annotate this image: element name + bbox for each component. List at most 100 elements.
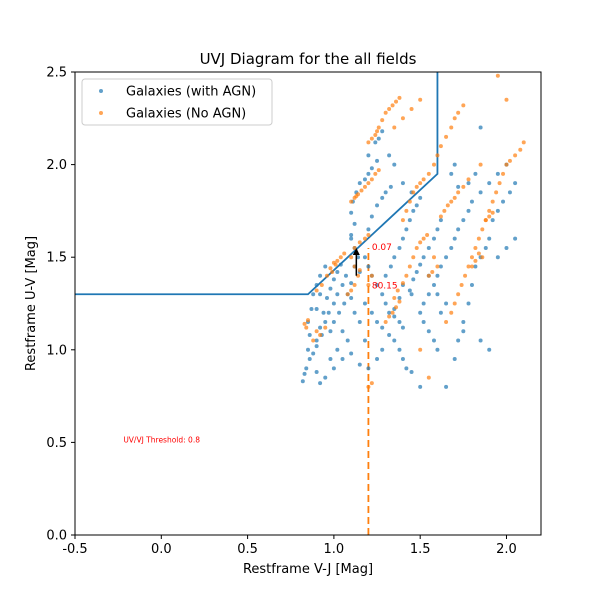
point-with-agn: [483, 245, 488, 250]
point-with-agn: [426, 329, 431, 334]
point-with-agn: [373, 140, 378, 145]
point-no-agn: [394, 305, 399, 310]
point-no-agn: [435, 264, 440, 269]
point-with-agn: [388, 184, 393, 189]
legend-marker-with-agn: [99, 89, 103, 93]
point-with-agn: [435, 273, 440, 278]
point-no-agn: [400, 116, 405, 121]
point-no-agn: [338, 255, 343, 260]
y-tick-label: 2.5: [46, 66, 67, 81]
point-with-agn: [438, 264, 443, 269]
point-no-agn: [390, 103, 395, 108]
point-no-agn: [304, 325, 309, 330]
point-no-agn: [476, 236, 481, 241]
point-with-agn: [495, 255, 500, 260]
y-tick-label: 2.0: [46, 158, 67, 173]
point-with-agn: [345, 338, 350, 343]
point-with-agn: [387, 153, 392, 158]
point-with-agn: [314, 344, 319, 349]
point-with-agn: [495, 171, 500, 176]
point-with-agn: [323, 320, 328, 325]
point-no-agn: [521, 140, 526, 145]
point-with-agn: [375, 203, 380, 208]
point-with-agn: [380, 347, 385, 352]
point-no-agn: [366, 384, 371, 389]
point-with-agn: [435, 227, 440, 232]
point-no-agn: [366, 232, 371, 237]
point-with-agn: [318, 273, 323, 278]
point-with-agn: [407, 288, 412, 293]
point-no-agn: [335, 258, 340, 263]
point-no-agn: [373, 171, 378, 176]
point-with-agn: [404, 366, 409, 371]
point-no-agn: [383, 110, 388, 115]
point-with-agn: [438, 310, 443, 315]
point-with-agn: [504, 245, 509, 250]
point-no-agn: [373, 132, 378, 137]
point-no-agn: [435, 153, 440, 158]
point-with-agn: [380, 292, 385, 297]
point-with-agn: [388, 264, 393, 269]
point-with-agn: [409, 370, 414, 375]
point-no-agn: [449, 310, 454, 315]
point-no-agn: [387, 314, 392, 319]
point-with-agn: [435, 292, 440, 297]
point-with-agn: [407, 218, 412, 223]
point-no-agn: [473, 245, 478, 250]
point-no-agn: [366, 140, 371, 145]
arrow-head: [352, 247, 360, 255]
point-with-agn: [478, 338, 483, 343]
point-with-agn: [456, 227, 461, 232]
x-tick-label: 0.0: [151, 542, 172, 557]
point-with-agn: [466, 301, 471, 306]
point-no-agn: [459, 282, 464, 287]
point-with-agn: [331, 277, 336, 282]
point-with-agn: [302, 371, 307, 376]
point-no-agn: [469, 264, 474, 269]
point-with-agn: [414, 270, 419, 275]
point-with-agn: [487, 236, 492, 241]
point-no-agn: [461, 103, 466, 108]
point-with-agn: [411, 208, 416, 213]
y-tick-label: 0.5: [46, 436, 67, 451]
point-with-agn: [478, 125, 483, 130]
point-with-agn: [338, 262, 343, 267]
point-with-agn: [352, 221, 357, 226]
point-no-agn: [501, 171, 506, 176]
point-no-agn: [352, 282, 357, 287]
point-with-agn: [392, 162, 397, 167]
point-no-agn: [461, 184, 466, 189]
point-with-agn: [307, 357, 312, 362]
point-no-agn: [504, 162, 509, 167]
point-no-agn: [490, 199, 495, 204]
annotation-text: 80.15: [372, 282, 398, 292]
point-with-agn: [366, 227, 371, 232]
point-with-agn: [387, 332, 392, 337]
point-no-agn: [426, 375, 431, 380]
plot-frame: [74, 71, 542, 536]
point-with-agn: [452, 357, 457, 362]
point-with-agn: [328, 357, 333, 362]
point-with-agn: [342, 301, 347, 306]
point-with-agn: [449, 245, 454, 250]
point-with-agn: [335, 292, 340, 297]
point-with-agn: [362, 338, 367, 343]
point-no-agn: [444, 134, 449, 139]
point-with-agn: [306, 347, 310, 352]
x-tick-label: 2.0: [496, 542, 517, 557]
point-no-agn: [487, 208, 492, 213]
point-no-agn: [359, 188, 364, 193]
point-with-agn: [469, 282, 474, 287]
point-with-agn: [426, 245, 431, 250]
point-no-agn: [411, 255, 416, 260]
point-with-agn: [369, 214, 374, 219]
point-with-agn: [314, 307, 319, 312]
point-with-agn: [400, 236, 405, 241]
point-no-agn: [352, 245, 357, 250]
point-no-agn: [418, 347, 423, 352]
point-with-agn: [478, 190, 483, 195]
point-with-agn: [366, 171, 371, 176]
point-no-agn: [354, 194, 359, 199]
point-no-agn: [507, 158, 512, 163]
point-no-agn: [466, 264, 471, 269]
